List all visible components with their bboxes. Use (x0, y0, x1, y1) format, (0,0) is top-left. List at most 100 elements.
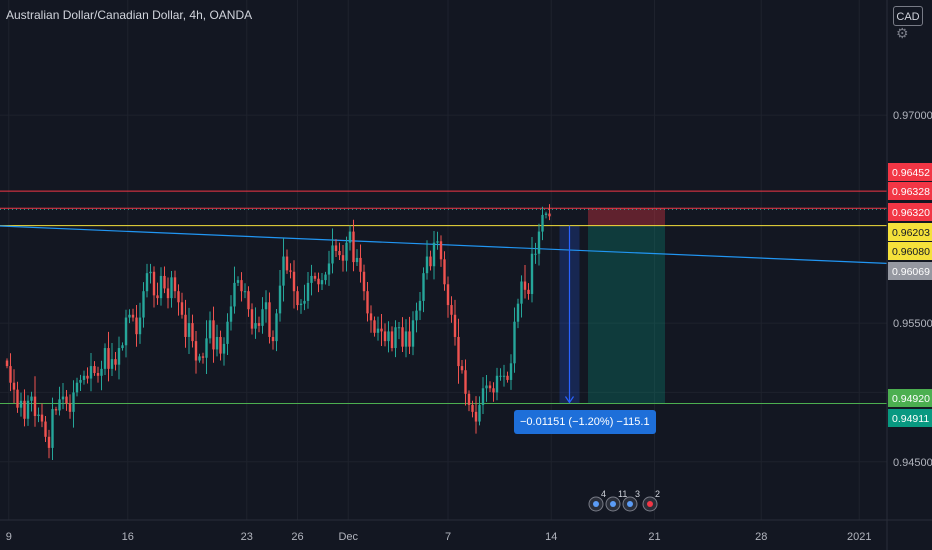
event-count: 4 (601, 489, 606, 499)
candle-body (61, 396, 65, 400)
measure-label: −0.01151 (−1.20%) −115.1 (514, 410, 656, 434)
candle-body (184, 314, 187, 337)
candle-body (12, 382, 16, 390)
candle-body (96, 373, 100, 376)
chart-title: Australian Dollar/Canadian Dollar, 4h, O… (6, 8, 253, 22)
candle-body (138, 317, 142, 335)
candle-body (411, 320, 415, 347)
candle-body (121, 345, 124, 349)
candle-body (502, 375, 506, 377)
candle-body (177, 291, 180, 303)
candle-body (523, 281, 527, 290)
measure-arrow-head (565, 396, 574, 404)
candle-body (222, 343, 226, 354)
candle-body (509, 363, 513, 380)
candle-body (345, 242, 348, 261)
candle-body (492, 388, 495, 393)
event-count: 11 (618, 489, 627, 499)
candle-body (324, 274, 327, 281)
time-tick-label: Dec (338, 531, 358, 543)
candle-body (527, 289, 530, 294)
candle-body (37, 414, 40, 416)
candle-body (100, 368, 103, 376)
candle-body (58, 399, 61, 411)
candle-body (401, 327, 404, 347)
candle-body (194, 341, 198, 361)
candle-body (289, 270, 292, 272)
candle-body (261, 309, 264, 326)
time-tick-label: 26 (291, 531, 303, 543)
candle-body (331, 245, 334, 264)
price-tag-label: 0.96328 (892, 186, 930, 198)
candle-body (166, 288, 170, 299)
measure-arrow (565, 225, 574, 404)
candle-body (233, 282, 236, 307)
position-zones (559, 208, 665, 404)
candle-body (229, 306, 233, 322)
price-tag-label: 0.96320 (892, 207, 930, 219)
candle-body (467, 393, 471, 405)
price-tick-label: 0.94500 (893, 457, 932, 469)
candle-body (9, 366, 12, 383)
trendline[interactable] (0, 225, 888, 264)
price-tag-label: 0.94911 (892, 413, 929, 425)
event-markers[interactable]: 4 11 3 2 (588, 489, 660, 512)
candle-body (285, 256, 289, 271)
candle-body (369, 313, 373, 321)
candle-body (128, 314, 131, 318)
candle-body (488, 385, 492, 389)
candle-body (240, 280, 243, 292)
price-tag-label: 0.96069 (892, 266, 930, 278)
candle-body (292, 271, 296, 292)
candle-body (310, 275, 313, 283)
event-dot (647, 501, 653, 507)
candle-body (47, 436, 51, 448)
candle-body (159, 275, 163, 299)
candle-body (303, 300, 306, 304)
candle-body (495, 375, 499, 393)
trendline-line[interactable] (0, 225, 888, 264)
price-tag (888, 182, 932, 200)
candle-body (362, 271, 366, 292)
time-tick-label: 2021 (847, 531, 871, 543)
candle-body (16, 389, 19, 408)
candle-body (201, 356, 205, 358)
candle-body (394, 327, 397, 349)
candle-body (348, 231, 352, 243)
candle-body (327, 263, 331, 275)
candle-body (355, 257, 359, 263)
candle-body (135, 317, 138, 335)
candle-body (198, 356, 201, 361)
candle-body (541, 214, 544, 232)
price-tick-label: 0.97000 (893, 110, 932, 122)
candle-body (236, 280, 240, 283)
candle-body (513, 321, 516, 364)
candle-body (520, 281, 523, 304)
candle-body (205, 338, 208, 358)
event-count: 2 (655, 489, 660, 499)
price-tag-label: 0.94920 (892, 393, 930, 405)
candle-body (446, 284, 450, 306)
time-axis[interactable]: 9 16 23 26 Dec 7 14 21 28 2021 (6, 531, 872, 543)
candle-body (534, 253, 537, 255)
candle-body (530, 253, 534, 294)
candle-body (338, 250, 341, 256)
candle-body (79, 379, 82, 383)
candle-body (117, 348, 121, 365)
gear-icon[interactable]: ⚙ (896, 25, 909, 41)
candle-body (415, 310, 418, 321)
candle-body (425, 256, 429, 274)
candle-body (313, 275, 317, 279)
candle-body (131, 314, 135, 318)
candle-body (443, 259, 446, 285)
price-tags: 0.96452 0.96328 0.96320 0.96203 0.96080 0.960… (888, 163, 932, 427)
candle-body (51, 409, 54, 448)
candle-body (397, 327, 401, 329)
candle-body (180, 302, 184, 315)
candle-body (187, 323, 191, 337)
candle-body (149, 271, 152, 274)
currency-button[interactable]: CAD (893, 6, 923, 26)
candle-body (306, 282, 310, 301)
price-tag (888, 203, 932, 221)
